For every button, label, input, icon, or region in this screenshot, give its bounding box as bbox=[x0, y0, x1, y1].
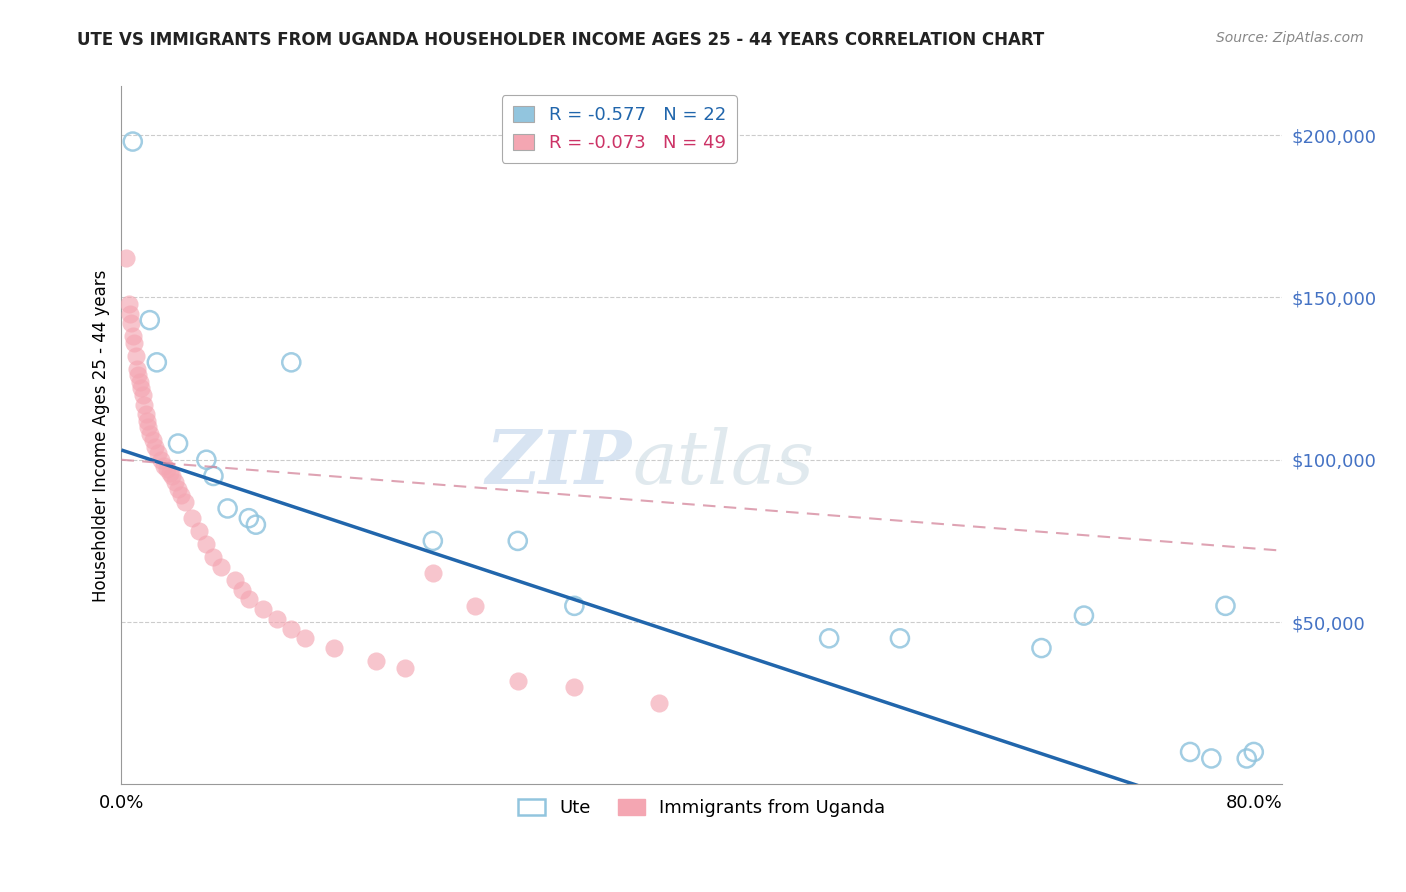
Point bbox=[648, 696, 671, 710]
Point bbox=[124, 349, 146, 363]
Point bbox=[156, 462, 179, 476]
Point bbox=[231, 582, 253, 597]
Text: ZIP: ZIP bbox=[486, 427, 633, 500]
Point bbox=[148, 446, 170, 460]
Point bbox=[564, 599, 586, 613]
Point bbox=[135, 414, 157, 428]
Point bbox=[245, 517, 267, 532]
Point bbox=[150, 452, 173, 467]
Point bbox=[394, 660, 416, 674]
Point bbox=[120, 317, 142, 331]
Point bbox=[209, 560, 232, 574]
Point bbox=[1236, 751, 1258, 765]
Point bbox=[142, 434, 165, 448]
Point bbox=[280, 355, 302, 369]
Point bbox=[117, 297, 139, 311]
Point bbox=[280, 622, 302, 636]
Point bbox=[134, 407, 156, 421]
Point bbox=[167, 482, 190, 496]
Point bbox=[195, 537, 218, 551]
Point bbox=[122, 335, 145, 350]
Point bbox=[121, 329, 143, 343]
Point bbox=[1243, 745, 1265, 759]
Point bbox=[238, 511, 260, 525]
Point bbox=[217, 501, 239, 516]
Point bbox=[889, 632, 911, 646]
Point bbox=[139, 426, 162, 441]
Point bbox=[506, 533, 529, 548]
Text: Source: ZipAtlas.com: Source: ZipAtlas.com bbox=[1216, 31, 1364, 45]
Point bbox=[132, 398, 155, 412]
Y-axis label: Householder Income Ages 25 - 44 years: Householder Income Ages 25 - 44 years bbox=[93, 269, 110, 601]
Point bbox=[153, 459, 176, 474]
Point bbox=[139, 313, 162, 327]
Point bbox=[1031, 641, 1053, 656]
Point bbox=[121, 135, 143, 149]
Legend: Ute, Immigrants from Uganda: Ute, Immigrants from Uganda bbox=[510, 791, 893, 824]
Point bbox=[202, 469, 225, 483]
Point bbox=[1073, 608, 1095, 623]
Point bbox=[1201, 751, 1223, 765]
Point bbox=[159, 466, 181, 480]
Point bbox=[125, 361, 148, 376]
Point bbox=[118, 307, 141, 321]
Point bbox=[422, 533, 444, 548]
Point bbox=[818, 632, 841, 646]
Point bbox=[366, 654, 388, 668]
Point bbox=[188, 524, 211, 538]
Point bbox=[564, 680, 586, 694]
Point bbox=[195, 452, 218, 467]
Point bbox=[506, 673, 529, 688]
Text: atlas: atlas bbox=[633, 427, 814, 500]
Point bbox=[1215, 599, 1237, 613]
Point bbox=[129, 381, 152, 395]
Point bbox=[127, 368, 149, 383]
Point bbox=[266, 612, 288, 626]
Point bbox=[170, 488, 193, 502]
Point bbox=[131, 388, 153, 402]
Point bbox=[294, 632, 316, 646]
Point bbox=[145, 440, 167, 454]
Point bbox=[1178, 745, 1201, 759]
Point bbox=[181, 511, 204, 525]
Point bbox=[138, 420, 160, 434]
Point bbox=[114, 252, 136, 266]
Point bbox=[224, 573, 246, 587]
Point bbox=[146, 355, 169, 369]
Point bbox=[252, 602, 274, 616]
Point bbox=[165, 475, 187, 490]
Point bbox=[202, 550, 225, 565]
Point bbox=[167, 436, 190, 450]
Point bbox=[322, 641, 344, 656]
Point bbox=[174, 495, 197, 509]
Point bbox=[422, 566, 444, 581]
Point bbox=[162, 469, 184, 483]
Text: UTE VS IMMIGRANTS FROM UGANDA HOUSEHOLDER INCOME AGES 25 - 44 YEARS CORRELATION : UTE VS IMMIGRANTS FROM UGANDA HOUSEHOLDE… bbox=[77, 31, 1045, 49]
Point bbox=[238, 592, 260, 607]
Point bbox=[464, 599, 486, 613]
Point bbox=[128, 375, 150, 389]
